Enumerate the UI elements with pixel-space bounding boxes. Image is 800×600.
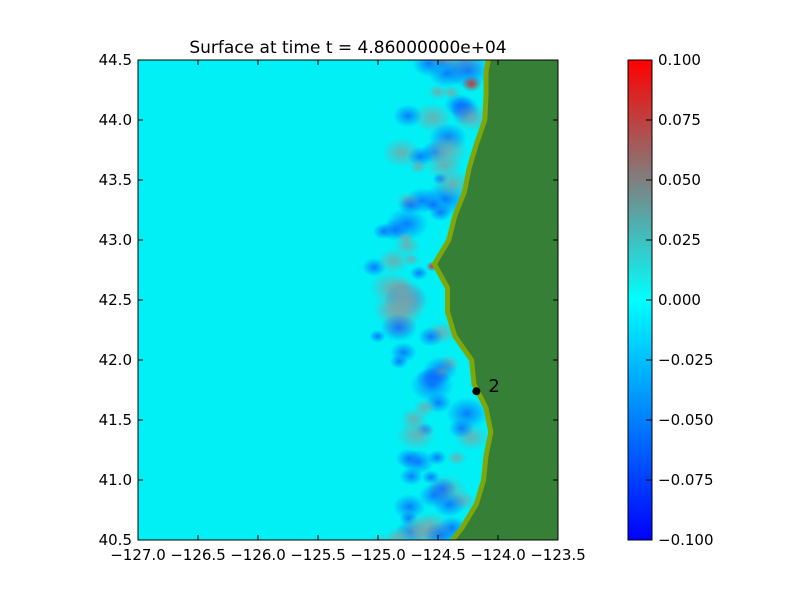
shoreline-band xyxy=(431,60,494,540)
y-axis: 40.5 41.0 41.5 42.0 42.5 43.0 43.5 44.0 44.5 xyxy=(99,51,558,549)
wave-anomaly xyxy=(423,522,459,540)
wave-anomaly xyxy=(393,494,426,520)
plot-area xyxy=(138,60,558,540)
wave-anomaly-high xyxy=(461,76,482,92)
y-tick-label: 41.0 xyxy=(99,471,132,489)
surface-anomalies xyxy=(362,60,491,540)
colorbar-tick-label: 0.100 xyxy=(658,51,701,69)
wave-anomaly xyxy=(399,467,424,486)
wave-anomaly xyxy=(428,60,465,88)
wave-anomaly xyxy=(380,313,418,342)
wave-anomaly xyxy=(427,84,448,100)
colorbar: −0.100 −0.075 −0.050 −0.025 0.000 0.025 0.050 0… xyxy=(627,51,714,549)
wave-anomaly xyxy=(398,195,423,215)
x-tick-label: −126.0 xyxy=(230,546,286,564)
colorbar-tick-label: −0.025 xyxy=(658,351,714,369)
x-tick-label: −124.0 xyxy=(470,546,526,564)
wave-anomaly xyxy=(369,329,386,343)
wave-anomaly xyxy=(389,354,409,369)
x-tick-label: −124.5 xyxy=(410,546,466,564)
colorbar-ticks: −0.100 −0.075 −0.050 −0.025 0.000 0.025 0.050 0… xyxy=(646,51,714,549)
colorbar-tick-label: 0.075 xyxy=(658,111,701,129)
colorbar-tick-label: 0.050 xyxy=(658,171,701,189)
wave-anomaly xyxy=(393,104,423,128)
colorbar-tick-label: −0.100 xyxy=(658,531,714,549)
x-tick-label: −127.0 xyxy=(110,546,166,564)
wave-anomaly xyxy=(448,418,475,439)
gauge-layer: 2 xyxy=(472,376,500,397)
y-tick-label: 42.0 xyxy=(99,351,132,369)
x-axis: −127.0 −126.5 −126.0 −125.5 −125.0 −124.5 −124… xyxy=(110,60,586,564)
wave-anomaly xyxy=(409,266,429,281)
land-mass xyxy=(434,60,558,540)
y-tick-label: 40.5 xyxy=(99,531,132,549)
colorbar-tick-label: −0.075 xyxy=(658,471,714,489)
wave-anomaly xyxy=(428,203,452,222)
gauge-label: 2 xyxy=(488,376,499,397)
chart-title: Surface at time t = 4.86000000e+04 xyxy=(189,38,506,58)
x-tick-label: −125.5 xyxy=(290,546,346,564)
y-tick-label: 41.5 xyxy=(99,411,132,429)
wave-anomaly xyxy=(409,159,428,174)
wave-anomaly xyxy=(377,248,410,274)
x-tick-label: −126.5 xyxy=(170,546,226,564)
y-tick-label: 44.5 xyxy=(99,51,132,69)
wave-anomaly xyxy=(421,366,450,389)
wave-anomaly xyxy=(385,527,411,540)
gauge-marker xyxy=(472,387,481,396)
y-tick-label: 42.5 xyxy=(99,291,132,309)
wave-anomaly xyxy=(432,491,467,518)
y-tick-label: 43.5 xyxy=(99,171,132,189)
y-tick-label: 43.0 xyxy=(99,231,132,249)
x-tick-label: −125.0 xyxy=(350,546,406,564)
y-tick-label: 44.0 xyxy=(99,111,132,129)
colorbar-tick-label: −0.050 xyxy=(658,411,714,429)
x-tick-label: −123.5 xyxy=(530,546,586,564)
wave-anomaly xyxy=(446,450,467,466)
wave-anomaly xyxy=(396,419,437,451)
colorbar-tick-label: 0.000 xyxy=(658,291,701,309)
wave-anomaly xyxy=(418,326,444,347)
colorbar-tick-label: 0.025 xyxy=(658,231,701,249)
